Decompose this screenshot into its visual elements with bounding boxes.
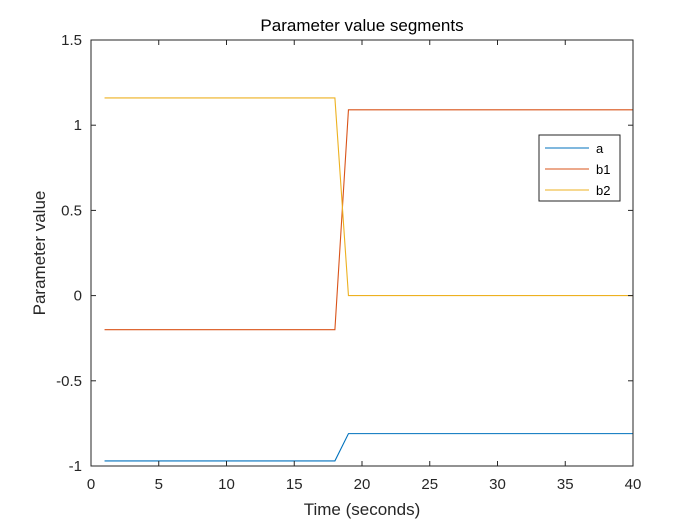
x-tick-label: 15 xyxy=(286,476,303,493)
series-layer xyxy=(104,97,633,462)
x-tick-label: 35 xyxy=(557,476,574,493)
y-tick-label: 0.5 xyxy=(61,202,82,219)
legend-label-a: a xyxy=(596,141,604,156)
legend-label-b2: b2 xyxy=(596,183,610,198)
x-tick-label: 5 xyxy=(155,476,163,493)
y-tick-label: -1 xyxy=(69,458,82,475)
y-tick-label: 1 xyxy=(74,117,82,134)
chart-title: Parameter value segments xyxy=(260,16,463,35)
series-line-b2 xyxy=(104,97,633,297)
x-axis-label: Time (seconds) xyxy=(304,500,421,519)
x-tick-label: 20 xyxy=(354,476,371,493)
x-tick-label: 30 xyxy=(489,476,506,493)
x-tick-label: 10 xyxy=(218,476,235,493)
x-tick-label: 0 xyxy=(87,476,95,493)
series-line-a xyxy=(104,433,633,462)
tick-layer: 0 5 10 15 20 25 30 35 40 -1 -0.5 0 0.5 1 1.5 xyxy=(56,32,641,493)
legend-label-b1: b1 xyxy=(596,162,610,177)
x-tick-label: 25 xyxy=(421,476,438,493)
y-tick-label: 0 xyxy=(74,288,82,305)
y-tick-label: 1.5 xyxy=(61,32,82,49)
y-axis-label: Parameter value xyxy=(30,191,49,316)
plot-area xyxy=(91,40,633,466)
legend: a b1 b2 xyxy=(538,134,621,202)
y-tick-label: -0.5 xyxy=(56,373,82,390)
series-line-b1 xyxy=(104,109,633,331)
x-tick-label: 40 xyxy=(625,476,642,493)
